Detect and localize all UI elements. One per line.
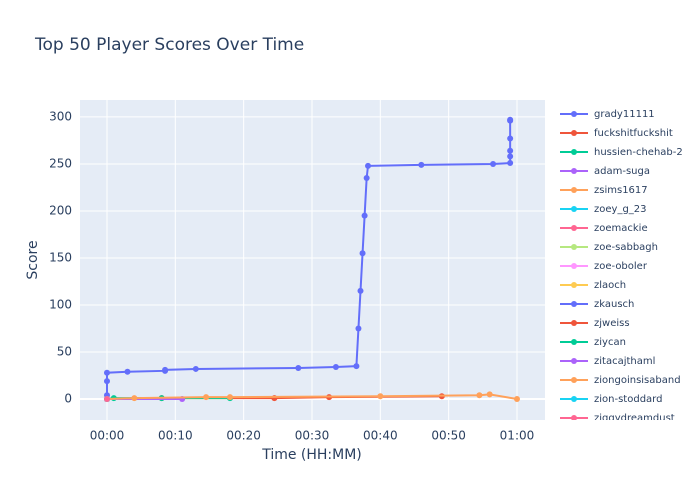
legend-item[interactable]: zoe-sabbagh [560,242,658,253]
data-point [355,325,362,332]
legend-item[interactable]: zitacajthaml [560,356,655,367]
data-point [203,394,210,401]
data-point [131,395,138,402]
legend-label: ziongoinsisaband [594,375,681,386]
data-point [226,394,233,401]
data-point [192,365,199,372]
legend-marker [571,339,577,345]
legend-marker [571,187,577,193]
legend-item[interactable]: zlaoch [560,280,626,291]
legend-marker [571,301,577,307]
legend-label: zlaoch [594,280,626,291]
x-axis-title: Time (HH:MM) [261,447,362,463]
legend-item[interactable]: zsims1617 [560,185,648,196]
legend-marker [571,206,577,212]
x-tick-label: 00:50 [431,429,466,443]
data-point [507,135,514,142]
legend-item[interactable]: zoe-oboler [560,261,648,272]
legend-label: adam-suga [594,166,650,177]
x-tick-label: 00:40 [363,429,398,443]
legend-item[interactable]: zjweiss [560,318,630,329]
x-tick-label: 00:00 [90,429,125,443]
data-point [103,378,110,385]
y-tick-label: 300 [49,109,72,123]
legend-label: zsims1617 [594,185,648,196]
legend-label: zion-stoddard [594,394,662,405]
legend-marker [571,320,577,326]
data-point [507,116,514,123]
legend-label: zitacajthaml [594,356,655,367]
legend-item[interactable]: ziggydreamdust [560,413,675,424]
legend-label: fuckshitfuckshit [594,128,673,139]
chart-title: Top 50 Player Scores Over Time [34,35,304,55]
legend-item[interactable]: hussien-chehab-2 [560,147,683,158]
y-tick-label: 150 [49,250,72,264]
data-point [507,160,514,167]
legend-label: ziggydreamdust [594,413,675,424]
legend-item[interactable]: zoemackie [560,223,648,234]
data-point [353,363,360,370]
legend-item[interactable]: grady11111 [560,109,655,120]
legend-marker [571,168,577,174]
data-point [507,147,514,154]
data-point [476,392,483,399]
legend-marker [571,111,577,117]
y-axis-title: Score [25,240,41,279]
legend-marker [571,263,577,269]
y-tick-label: 0 [64,392,72,406]
legend-item[interactable]: ziycan [560,337,626,348]
data-point [124,368,131,375]
legend-item[interactable]: zkausch [560,299,634,310]
data-point [418,161,425,168]
legend-label: grady11111 [594,109,655,120]
data-point [357,287,364,294]
data-point [361,212,368,219]
y-tick-label: 50 [57,345,72,359]
data-point [332,364,339,371]
y-tick-label: 200 [49,203,72,217]
data-point [103,396,110,403]
data-point [363,175,370,182]
legend-item[interactable]: adam-suga [560,166,650,177]
y-tick-label: 100 [49,297,72,311]
data-point [359,250,366,257]
legend-label: zoe-oboler [594,261,648,272]
data-point [365,162,372,169]
legend-item[interactable]: zion-stoddard [560,394,662,405]
legend-marker [571,244,577,250]
x-tick-label: 00:10 [158,429,193,443]
x-tick-label: 01:00 [500,429,535,443]
legend-marker [571,415,577,420]
x-tick-label: 00:20 [226,429,261,443]
data-point [377,393,384,400]
data-point [162,366,169,373]
legend-label: zoe-sabbagh [594,242,658,253]
legend-marker [571,396,577,402]
legend-item[interactable]: ziongoinsisaband [560,375,681,386]
legend-label: hussien-chehab-2 [594,147,683,158]
data-point [486,391,493,398]
legend-marker [571,225,577,231]
data-point [490,160,497,167]
legend-marker [571,149,577,155]
legend-marker [571,130,577,136]
y-tick-label: 250 [49,156,72,170]
legend-label: zkausch [594,299,634,310]
legend-label: zoey_g_23 [594,204,647,215]
legend-label: zjweiss [594,318,630,329]
legend-item[interactable]: zoey_g_23 [560,204,647,215]
legend-item[interactable]: fuckshitfuckshit [560,128,673,139]
x-tick-label: 00:30 [295,429,330,443]
legend-label: ziycan [594,337,626,348]
data-point [513,396,520,403]
legend-marker [571,282,577,288]
legend-marker [571,358,577,364]
data-point [507,153,514,160]
legend-label: zoemackie [594,223,648,234]
legend-marker [571,377,577,383]
data-point [295,364,302,371]
data-point [103,369,110,376]
